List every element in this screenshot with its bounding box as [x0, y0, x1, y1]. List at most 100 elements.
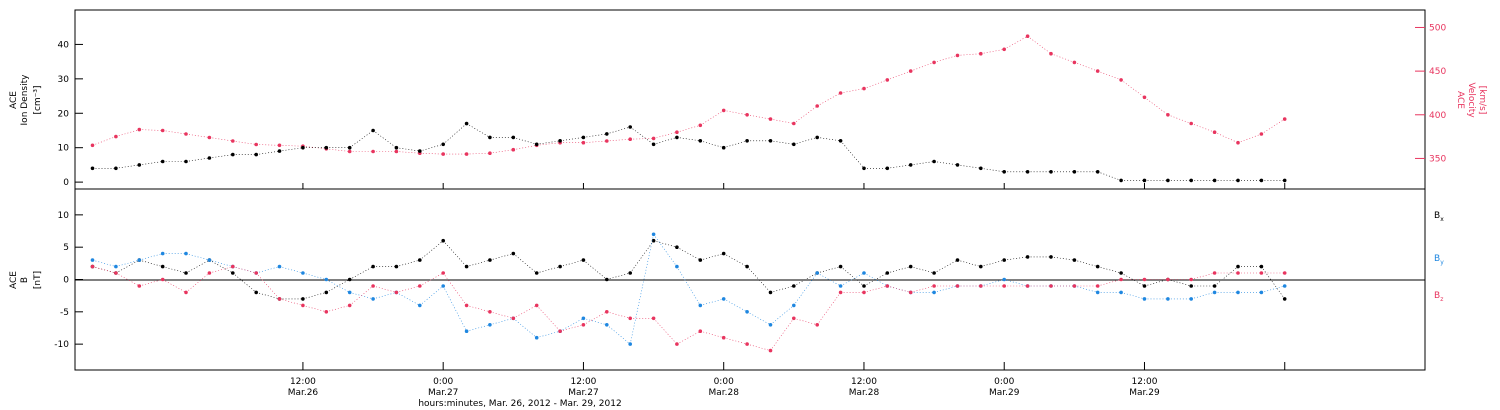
velocity-point-trace — [676, 125, 701, 133]
top-left-ytick-label: 0 — [63, 178, 69, 188]
right-ylabel-line-2: Velocity — [1466, 82, 1476, 118]
by-point-trace — [489, 318, 514, 326]
bottom-ytick-label: 10 — [58, 211, 70, 221]
x-tick-label-time: 0:00 — [994, 377, 1014, 387]
bz-point-trace — [770, 318, 795, 351]
bottom-ylabel-line-3: [nT] — [33, 271, 43, 289]
by-point-trace — [115, 259, 140, 267]
bz-point-trace — [700, 330, 724, 338]
bx-point-trace — [583, 259, 607, 280]
bz-point-trace — [1191, 272, 1215, 280]
top-ylabel-line-1: ACE — [9, 91, 19, 109]
velocity-point-trace — [1027, 35, 1052, 54]
bz-point — [1166, 277, 1170, 282]
bx-point-trace — [1050, 256, 1075, 261]
bx-point — [1212, 284, 1217, 288]
velocity-point-trace — [1050, 53, 1075, 63]
by-point-trace — [1261, 285, 1285, 293]
velocity-point-trace — [209, 137, 233, 142]
bz-point-trace — [232, 266, 257, 274]
density-point — [1212, 178, 1217, 183]
x-tick-label-date: Mar.28 — [849, 388, 880, 398]
by-point-trace — [185, 253, 210, 261]
bx-point-trace — [349, 266, 374, 280]
by-point-trace — [513, 318, 537, 338]
bx-point-trace — [653, 240, 677, 248]
bz-point-trace — [676, 330, 701, 345]
density-point-trace — [1097, 171, 1122, 181]
velocity-point-trace — [1097, 70, 1122, 81]
bx-point-trace — [256, 292, 280, 300]
top-panel-frame — [74, 9, 1426, 190]
density-point-trace — [560, 137, 584, 142]
x-tick-label-date: Mar.26 — [288, 388, 319, 398]
density-point-trace — [396, 147, 420, 152]
by-point-trace — [559, 318, 584, 332]
x-tick-label-date: Mar.27 — [428, 388, 458, 398]
density-point-trace — [934, 161, 958, 166]
velocity-point — [768, 117, 773, 121]
bz-point — [184, 290, 188, 295]
by-point — [1166, 297, 1170, 301]
x-tick-label-date: Mar.29 — [989, 388, 1020, 398]
by-point-trace — [606, 324, 631, 345]
bz-point-trace — [139, 279, 163, 287]
x-tick-label-date: Mar.29 — [1129, 388, 1160, 398]
bz-point-trace — [349, 285, 374, 306]
by-point-trace — [723, 298, 748, 313]
velocity-point-trace — [326, 148, 350, 152]
velocity-point — [1025, 34, 1030, 38]
bx-point-trace — [536, 266, 561, 274]
density-point-trace — [817, 137, 841, 142]
velocity-point-trace — [419, 152, 444, 155]
right-ytick-label: 350 — [1429, 154, 1446, 164]
by-point-trace — [279, 266, 303, 274]
bz-point — [1282, 271, 1287, 275]
bz-point-trace — [326, 305, 350, 313]
tick-layer: 010203040350400450500-10-5051012:00Mar.2… — [54, 23, 1446, 398]
bx-point-trace — [1144, 279, 1168, 287]
bx-point-trace — [770, 285, 794, 293]
bx-point-trace — [606, 272, 631, 280]
bx-point-trace — [1074, 259, 1098, 267]
velocity-point-trace — [630, 138, 654, 140]
b-legend: Bx By Bz — [1434, 211, 1444, 303]
by-point-trace — [536, 330, 561, 338]
density-point-trace — [279, 147, 303, 152]
by-point-trace — [583, 318, 607, 326]
by-point-trace — [653, 234, 678, 267]
bx-point-trace — [723, 253, 748, 267]
density-point-trace — [139, 161, 163, 166]
velocity-point-trace — [513, 145, 537, 150]
velocity-point-trace — [185, 133, 210, 138]
bx-point-trace — [980, 259, 1005, 267]
by-point — [698, 303, 703, 308]
bz-point-trace — [489, 311, 514, 319]
velocity-point-trace — [302, 145, 327, 150]
by-point-trace — [1121, 292, 1145, 300]
right-ylabel-line-3: [km/s] — [1477, 86, 1487, 115]
by-point-trace — [396, 292, 420, 306]
by-point — [114, 264, 118, 269]
bx-point-trace — [139, 259, 163, 267]
bx-point-trace — [957, 259, 981, 267]
velocity-point-trace — [92, 136, 117, 146]
legend-by: By — [1434, 254, 1444, 266]
bx-point-trace — [232, 272, 257, 293]
bx-point — [979, 264, 983, 269]
density-point-trace — [583, 133, 607, 138]
velocity-point-trace — [770, 118, 794, 124]
density-point-trace — [793, 137, 818, 145]
marks-layer — [90, 34, 1287, 353]
density-point — [1072, 170, 1077, 174]
by-point — [628, 342, 632, 346]
by-point-trace — [373, 292, 397, 300]
velocity-point-trace — [1237, 133, 1262, 143]
density-point-trace — [770, 140, 794, 145]
bx-point-trace — [396, 259, 420, 267]
velocity-point-trace — [700, 110, 724, 126]
velocity-point-trace — [817, 92, 841, 107]
right-ylabel-line-1: ACE — [1455, 91, 1465, 109]
bz-point-trace — [442, 272, 467, 306]
